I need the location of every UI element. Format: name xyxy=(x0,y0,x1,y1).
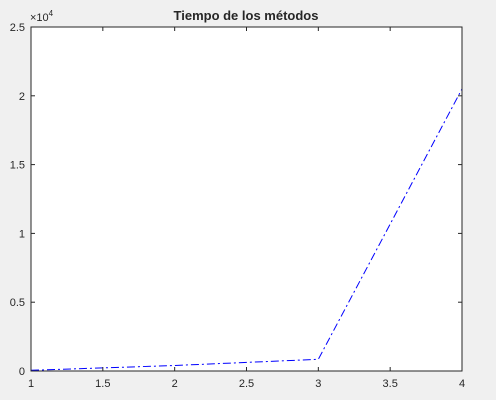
y-tick-label: 2.5 xyxy=(10,22,25,34)
y-exponent-base: ×10 xyxy=(30,12,49,24)
y-tick-label: 0.5 xyxy=(10,297,25,309)
x-tick-label: 1 xyxy=(28,378,34,390)
y-tick-label: 2 xyxy=(19,91,25,103)
chart-title: Tiempo de los métodos xyxy=(174,8,319,23)
ticks-layer: 1 1.5 2 2.5 3 3.5 4 0 0.5 1 1.5 2 2.5 xyxy=(10,22,465,390)
y-tick-label: 1.5 xyxy=(10,160,25,172)
x-tick-label: 2.5 xyxy=(239,378,254,390)
y-exponent-label: ×104 xyxy=(30,9,54,24)
y-tick-label: 0 xyxy=(19,366,25,378)
x-tick-label: 3.5 xyxy=(383,378,398,390)
x-tick-label: 1.5 xyxy=(95,378,110,390)
x-tick-label: 3 xyxy=(315,378,321,390)
x-tick-label: 2 xyxy=(172,378,178,390)
x-tick-label: 4 xyxy=(459,378,465,390)
plot-area xyxy=(31,27,462,371)
y-exponent-power: 4 xyxy=(49,9,54,18)
y-tick-label: 1 xyxy=(19,228,25,240)
